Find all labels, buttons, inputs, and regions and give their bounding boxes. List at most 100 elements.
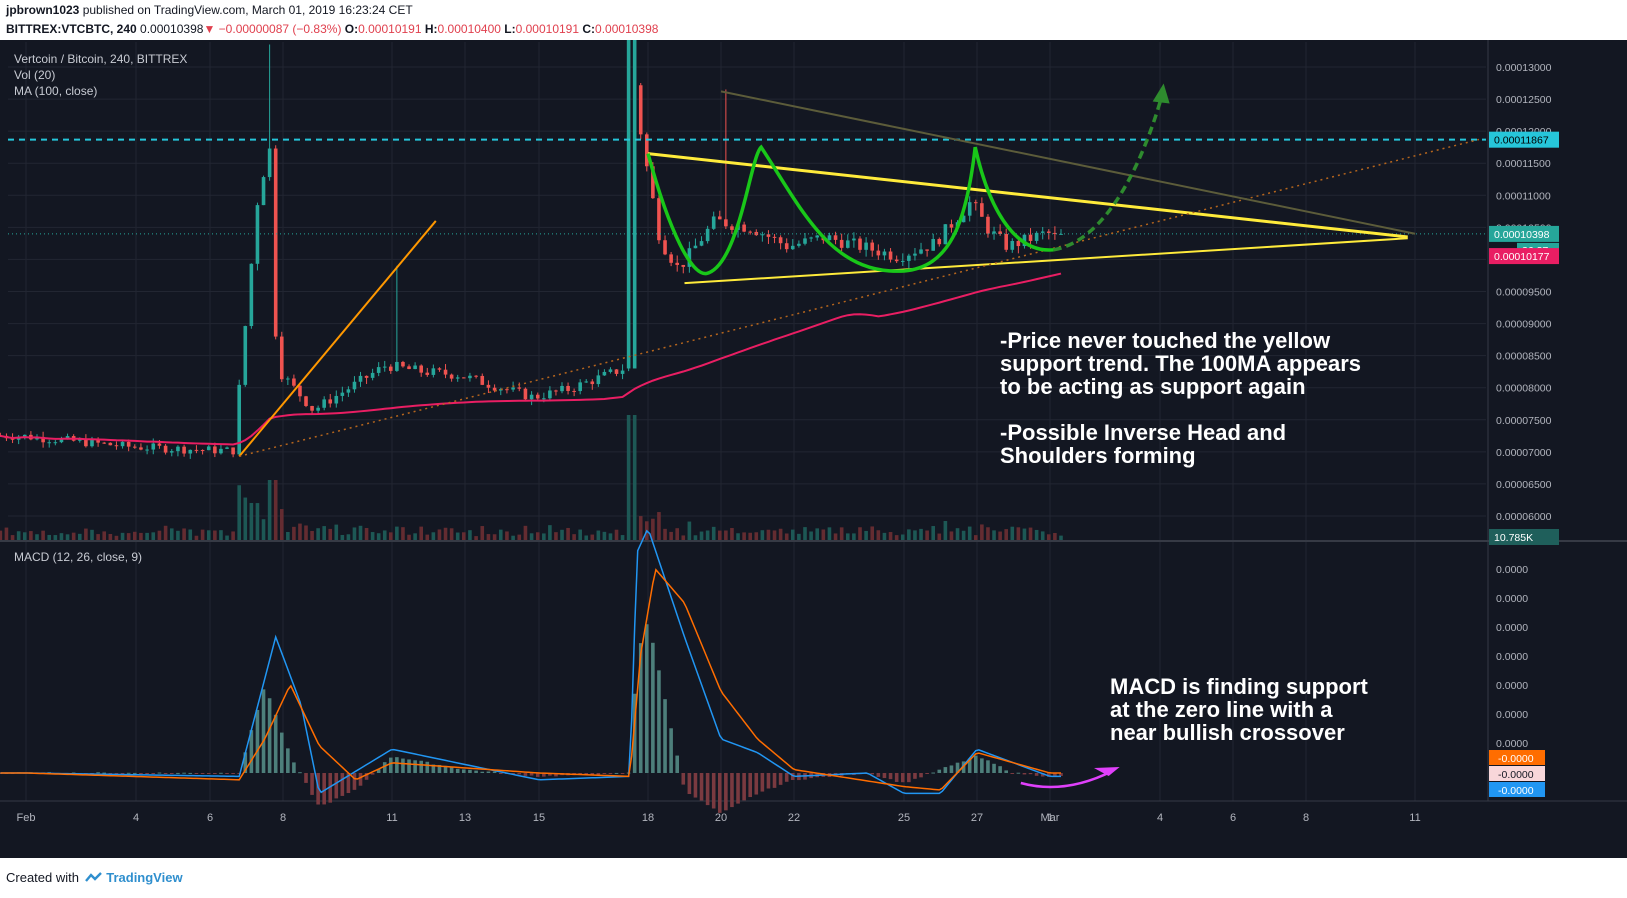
volume-bar (132, 531, 137, 540)
volume-bar (10, 535, 15, 540)
candle-body (145, 449, 149, 451)
volume-bar (998, 531, 1002, 540)
macd-magenta-arrow (1020, 769, 1113, 789)
projection-arrow (1053, 88, 1166, 252)
volume-bar (852, 533, 856, 540)
histogram-bar (736, 773, 740, 804)
histogram-bar (748, 773, 752, 798)
histogram-bar (943, 767, 948, 773)
candle-body (413, 365, 417, 370)
time-tick-label: Feb (17, 812, 36, 824)
candle-body (47, 442, 52, 444)
candle-body (1004, 233, 1008, 250)
histogram-bar (273, 714, 278, 773)
volume-bar (870, 526, 875, 540)
macd-tick-label: 0.0000 (1496, 738, 1528, 750)
candle-body (973, 202, 978, 204)
histogram-bar (705, 773, 710, 806)
candle-body (760, 234, 765, 236)
note1-line: Shoulders forming (1000, 443, 1196, 468)
candle-body (102, 442, 107, 444)
chart-area[interactable]: 0.000130000.000125000.000120000.00011500… (0, 40, 1627, 858)
macd-line (0, 529, 1061, 795)
histogram-bar (602, 773, 607, 774)
volume-bar (358, 525, 363, 540)
volume-bar (566, 527, 570, 540)
volume-bar (1040, 531, 1045, 540)
histogram-bar (766, 773, 771, 789)
volume-badge-bg (1489, 529, 1559, 545)
volume-bar (401, 527, 405, 540)
histogram-bar (437, 764, 442, 773)
volume-bar (120, 532, 125, 540)
volume-bar (108, 533, 113, 540)
last-price: 0.00010398 (140, 22, 204, 36)
histogram-bar (973, 755, 978, 773)
histogram-bar (461, 769, 466, 773)
candle-body (273, 148, 278, 337)
volume-bar (1010, 526, 1015, 540)
time-tick-label: 6 (207, 812, 213, 824)
histogram-bar (778, 773, 783, 785)
volume-bar (1016, 527, 1021, 540)
candle-body (730, 226, 734, 230)
candle-body (358, 375, 363, 382)
candle-body (461, 377, 466, 379)
histogram-bar (894, 773, 899, 782)
macd-tick-label: 0.0000 (1496, 622, 1528, 634)
volume-bar (973, 535, 978, 540)
histogram-bar (322, 773, 326, 805)
candle-body (126, 441, 131, 447)
chart-canvas[interactable]: 0.000130000.000125000.000120000.00011500… (0, 40, 1627, 858)
histogram-bar (292, 762, 296, 773)
candle-body (949, 224, 954, 228)
volume-bar (845, 533, 850, 540)
volume-bar (279, 509, 284, 540)
note1-line: -Price never touched the yellow (1000, 328, 1331, 353)
histogram-bar (937, 769, 942, 773)
histogram-bar (498, 773, 503, 774)
price-axis: 0.000130000.000125000.000120000.00011500… (1496, 62, 1552, 523)
volume-bar (267, 480, 272, 540)
candle-body (529, 394, 534, 400)
candle-body (132, 446, 137, 448)
candle-body (748, 231, 752, 233)
footer-brand[interactable]: TradingView (106, 870, 183, 885)
histogram-bar (132, 772, 137, 774)
candle-body (724, 219, 728, 227)
histogram-bar (663, 699, 667, 773)
author-name[interactable]: jpbrown1023 (6, 3, 80, 17)
volume-bar (1028, 527, 1033, 540)
volume-bar (84, 528, 88, 540)
orange-support-trendline (238, 220, 437, 457)
macd-tick-label: 0.0000 (1496, 680, 1528, 692)
tradingview-logo-icon[interactable] (84, 871, 103, 882)
candle-body (809, 237, 813, 239)
candle-body (1010, 240, 1015, 250)
price-tick-label: 0.00012500 (1496, 94, 1552, 106)
volume-bar (548, 525, 552, 540)
level-price-badge: 0.00011867 (1494, 135, 1549, 147)
volume-bar (35, 534, 39, 540)
volume-bar (839, 527, 844, 540)
volume-bar (626, 415, 631, 540)
candle-body (346, 389, 351, 393)
volume-bar (517, 534, 522, 540)
volume-bar (407, 534, 411, 540)
price-tick-label: 0.00011000 (1496, 190, 1551, 202)
volume-bar (4, 527, 9, 540)
candle-body (870, 242, 875, 251)
candle-body (352, 381, 357, 390)
volume-bar (292, 526, 296, 540)
macd-value-badge: -0.0000 (1498, 753, 1534, 765)
volume-bar (705, 530, 710, 540)
histogram-bar (724, 773, 728, 811)
histogram-bar (194, 773, 199, 774)
price-tick-label: 0.00006500 (1496, 479, 1552, 491)
volume-bar (699, 531, 704, 540)
candle-body (279, 336, 284, 380)
candle-body (65, 436, 70, 439)
volume-bar (578, 529, 582, 540)
volume-bar (151, 532, 156, 540)
histogram-bar (1034, 773, 1039, 776)
